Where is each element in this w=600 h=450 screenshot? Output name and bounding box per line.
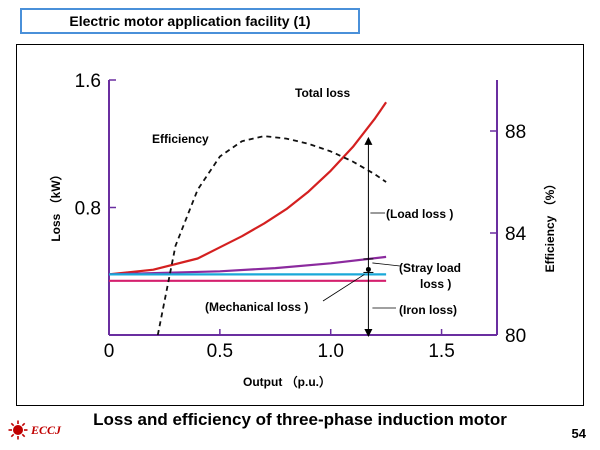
chart-axes: 0 0.5 1.0 1.5 0.8 1.6 80 84 88 Output （p.u.） Loss … <box>48 71 557 389</box>
annotation-iron-loss: (Iron loss) <box>399 303 457 317</box>
page-number: 54 <box>571 426 586 441</box>
leader-line <box>372 262 401 267</box>
annotation-efficiency: Efficiency <box>152 132 209 146</box>
left-tick-label: 0.8 <box>75 199 101 220</box>
slide-title: Electric motor application facility (1) <box>20 8 360 34</box>
chart-frame <box>16 44 584 406</box>
x-axis-title: Output （p.u.） <box>243 374 331 389</box>
eccj-logo: ECCJ <box>8 420 61 440</box>
series-line-efficiency <box>156 135 387 336</box>
logo-text: ECCJ <box>31 422 62 437</box>
x-tick-label: 1.0 <box>318 341 344 362</box>
series-line-total-loss <box>108 101 388 276</box>
annotation-stray-load-loss-1: (Stray load <box>399 261 461 275</box>
x-tick-label: 1.5 <box>428 341 454 362</box>
annotation-load-loss: (Load loss ) <box>386 207 453 221</box>
annotation-layer: Total loss Efficiency (Load loss ) (Stra… <box>152 86 461 317</box>
x-tick-label: 0 <box>104 341 115 362</box>
series-layer <box>108 101 401 337</box>
x-tick-label: 0.5 <box>207 341 233 362</box>
sunburst-icon <box>8 420 28 440</box>
annotation-mechanical-loss: (Mechanical loss ) <box>205 300 308 314</box>
right-axis-title: Efficiency （%） <box>542 178 557 273</box>
leader-line <box>322 274 365 302</box>
dimension-dot <box>365 266 371 272</box>
right-tick-label: 84 <box>505 224 527 245</box>
right-tick-label: 88 <box>505 122 526 143</box>
annotation-total-loss: Total loss <box>295 86 350 100</box>
series-line-stray-load-loss <box>108 255 387 276</box>
annotation-stray-load-loss-2: loss ) <box>420 277 451 291</box>
right-tick-label: 80 <box>505 326 526 347</box>
left-tick-label: 1.6 <box>75 71 101 92</box>
chart-caption: Loss and efficiency of three-phase induc… <box>93 410 507 429</box>
left-axis-title: Loss （kW） <box>48 168 63 241</box>
